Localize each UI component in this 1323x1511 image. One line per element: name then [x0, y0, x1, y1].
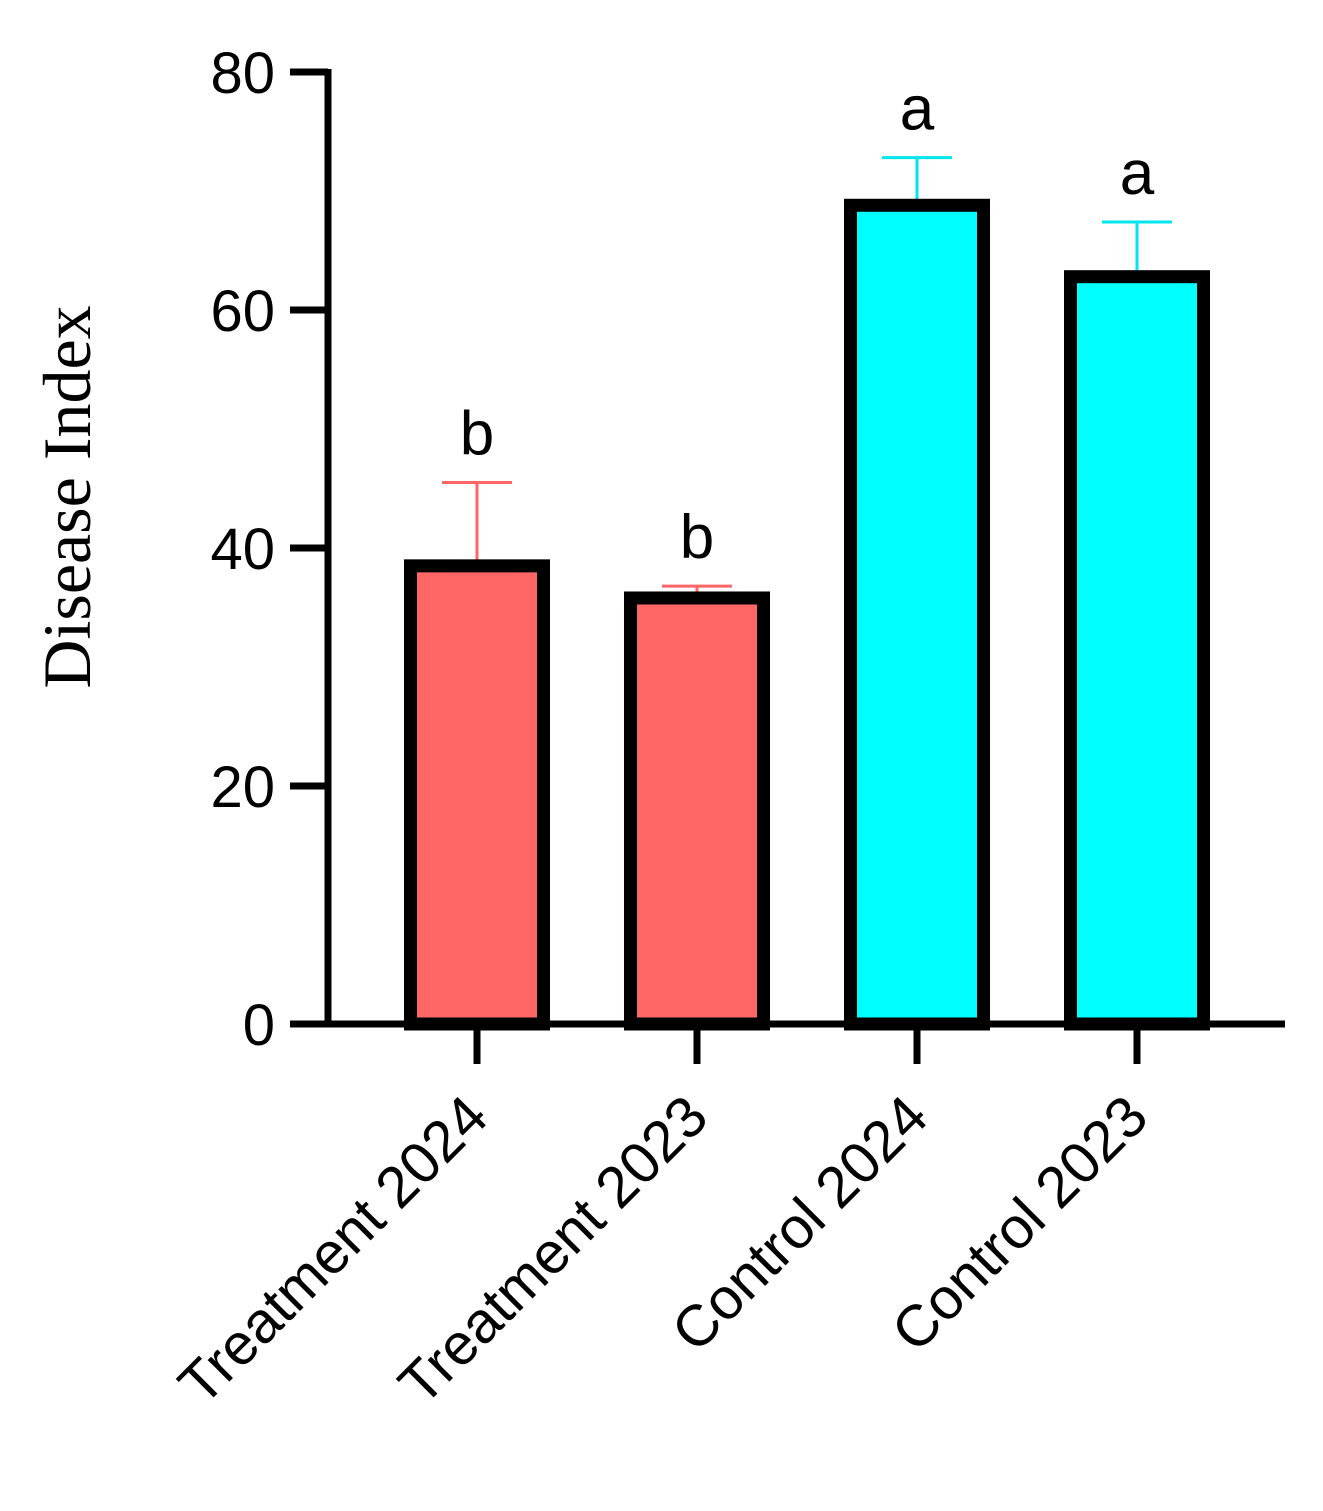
significance-label: a [900, 75, 935, 144]
y-tick-label: 20 [210, 755, 275, 820]
y-tick-label: 80 [210, 41, 275, 106]
bars-layer: b b a a [404, 75, 1210, 1031]
bar [624, 591, 770, 1031]
significance-label: b [460, 400, 494, 469]
y-tick-label: 60 [210, 279, 275, 344]
significance-label: a [1120, 139, 1155, 208]
y-axis-label: Disease Index [29, 305, 105, 688]
bar [404, 559, 550, 1031]
bar [844, 198, 990, 1031]
y-tick-label: 40 [210, 517, 275, 582]
y-tick-label: 0 [243, 993, 275, 1058]
significance-label: b [680, 503, 714, 572]
bar [1064, 270, 1210, 1031]
